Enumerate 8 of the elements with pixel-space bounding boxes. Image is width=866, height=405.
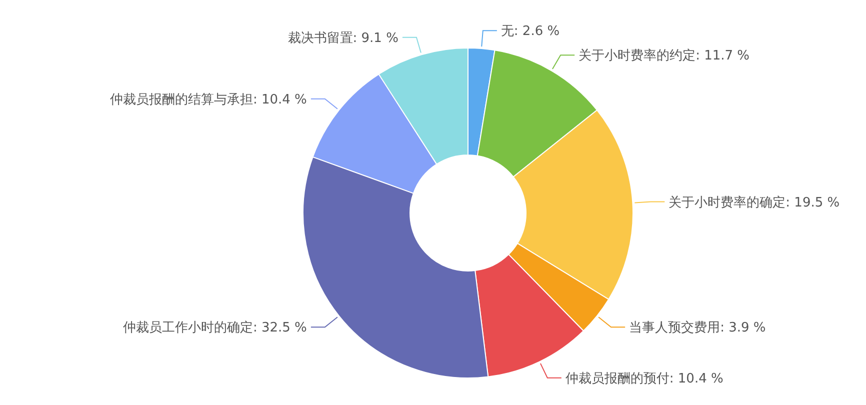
slice-label: 裁决书留置: 9.1 %	[288, 30, 398, 46]
slice-label: 仲裁员工作小时的确定: 32.5 %	[122, 320, 307, 336]
slice-label: 关于小时费率的确定: 19.5 %	[668, 194, 840, 210]
slice-label: 当事人预交费用: 3.9 %	[629, 320, 766, 336]
slice-label: 仲裁员报酬的预付: 10.4 %	[565, 371, 724, 386]
slice-label: 无: 2.6 %	[500, 24, 560, 40]
slice-label: 仲裁员报酬的结算与承担: 10.4 %	[110, 92, 307, 108]
slice-label: 关于小时费率的约定: 11.7 %	[578, 48, 750, 64]
